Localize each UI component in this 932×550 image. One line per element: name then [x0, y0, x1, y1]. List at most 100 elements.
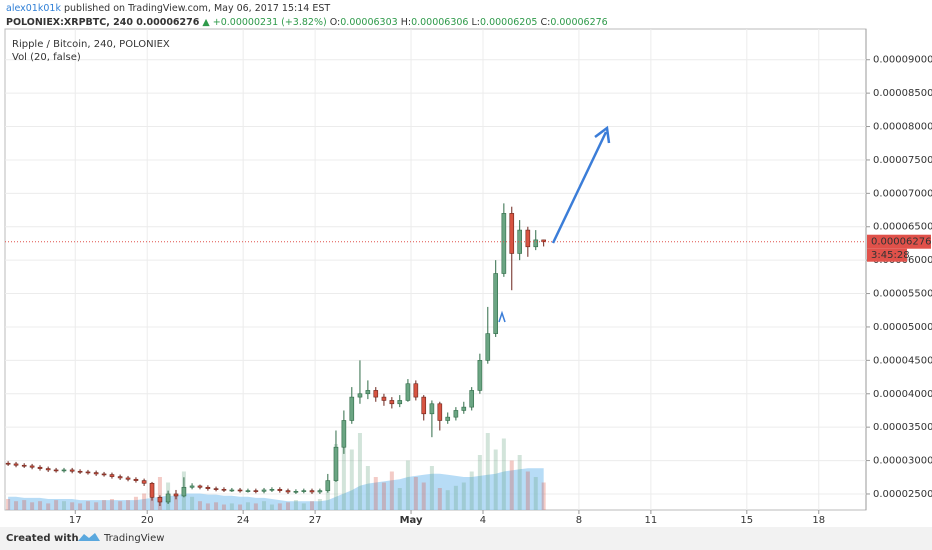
- arrow-head: [594, 125, 611, 144]
- arrow-shaft: [551, 131, 608, 244]
- candle-body: [461, 406, 467, 411]
- candle-body: [37, 466, 43, 469]
- volume-bar: [174, 493, 179, 510]
- candle-body: [253, 490, 259, 492]
- x-tick-label: 8: [576, 515, 582, 526]
- volume-bar: [30, 502, 35, 510]
- x-tick-label: 24: [237, 515, 250, 526]
- volume-bar: [381, 482, 386, 510]
- volume-bar: [453, 485, 458, 510]
- volume-bar: [485, 433, 490, 510]
- x-tick-label: 15: [740, 515, 753, 526]
- volume-bar: [286, 502, 291, 510]
- chart-title: Ripple / Bitcoin, 240, POLONIEX: [12, 39, 170, 50]
- footer-created: Created with: [6, 533, 79, 544]
- c-label: C:: [540, 17, 550, 28]
- volume-bar: [373, 477, 378, 510]
- volume-bar: [293, 500, 298, 510]
- volume-bar: [14, 501, 19, 510]
- candle-body: [493, 273, 498, 334]
- candle-body: [509, 213, 515, 254]
- candle-body: [485, 333, 491, 361]
- footer-bar: [0, 527, 932, 550]
- volume-bar: [269, 504, 274, 510]
- candle-body: [245, 490, 251, 492]
- candle-body: [165, 493, 171, 503]
- volume-bar: [469, 471, 474, 510]
- volume-bar: [190, 496, 195, 510]
- volume-bar: [142, 493, 147, 510]
- volume-bar: [133, 496, 138, 510]
- y-tick-label: 0.00003000: [873, 456, 932, 467]
- x-tick-label: 4: [480, 515, 486, 526]
- x-tick-label: 18: [812, 515, 825, 526]
- volume-bar: [389, 471, 394, 510]
- y-tick-label: 0.00007500: [873, 155, 932, 166]
- candles: [5, 203, 546, 506]
- candle-body: [93, 472, 99, 475]
- volume-bar: [221, 504, 226, 510]
- candle-body: [533, 239, 539, 248]
- candle-body: [325, 480, 331, 491]
- volume-bar: [525, 471, 530, 510]
- candle-body: [85, 471, 91, 474]
- candle-body: [205, 486, 211, 489]
- volume-bar: [493, 449, 498, 510]
- candle-body: [333, 446, 339, 481]
- volume-bar: [309, 501, 314, 510]
- candle-body: [13, 463, 19, 466]
- candle-body: [141, 480, 147, 484]
- candle-body: [53, 469, 59, 472]
- volume-bar: [365, 466, 370, 510]
- volume-bar: [253, 503, 258, 510]
- countdown-box: [867, 248, 907, 262]
- y-tick-label: 0.00003500: [873, 422, 932, 433]
- volume-bar: [70, 502, 75, 510]
- countdown: 3:45:28: [871, 250, 910, 261]
- candle-body: [221, 488, 227, 491]
- candle-body: [5, 462, 11, 465]
- volume-bar: [349, 449, 354, 510]
- high: 0.00006306: [411, 17, 468, 28]
- volume-ma-area: [8, 468, 544, 510]
- last-price-box: [867, 234, 931, 249]
- header-line: alex01k01k published on TradingView.com,…: [6, 3, 330, 14]
- candle-body: [29, 465, 35, 468]
- quote-line: POLONIEX:XRPBTC, 240 0.00006276 ▲ +0.000…: [6, 17, 608, 28]
- volume-bar: [397, 488, 402, 510]
- x-tick-label: 17: [69, 515, 82, 526]
- volume-bar: [38, 501, 43, 510]
- y-tick-label: 0.00009000: [873, 55, 932, 66]
- candle-body: [437, 403, 443, 421]
- candle-body: [293, 490, 299, 493]
- candle-body: [477, 360, 483, 391]
- volume-bar: [85, 501, 90, 510]
- x-tick-label: May: [400, 515, 423, 526]
- volume-bar: [205, 503, 210, 510]
- x-tick-label: 11: [645, 515, 658, 526]
- h-label: H:: [401, 17, 411, 28]
- change: ▲ +0.00000231 (+3.82%): [202, 17, 326, 28]
- volume-bar: [445, 490, 450, 510]
- last-price-label: 0.00006276: [871, 237, 931, 248]
- candle-body: [189, 485, 195, 488]
- volume-bar: [461, 482, 466, 510]
- y-tick-label: 0.00008000: [873, 122, 932, 133]
- volume-bar: [94, 502, 99, 510]
- candle-body: [69, 469, 75, 472]
- candle-body: [213, 488, 219, 490]
- volume-bar: [277, 503, 282, 510]
- candle-body: [469, 390, 475, 408]
- grid: [5, 29, 866, 510]
- y-tick-label: 0.00005000: [873, 322, 932, 333]
- volume-bar: [238, 504, 243, 510]
- footer-brand[interactable]: TradingView: [103, 533, 164, 544]
- candle-body: [389, 400, 395, 405]
- y-tick-label: 0.00002500: [873, 489, 932, 500]
- author[interactable]: alex01k01k: [6, 3, 61, 14]
- volume-bar: [214, 502, 219, 510]
- candle-body: [109, 474, 115, 477]
- candle-body: [61, 469, 67, 472]
- candle-body: [501, 213, 507, 274]
